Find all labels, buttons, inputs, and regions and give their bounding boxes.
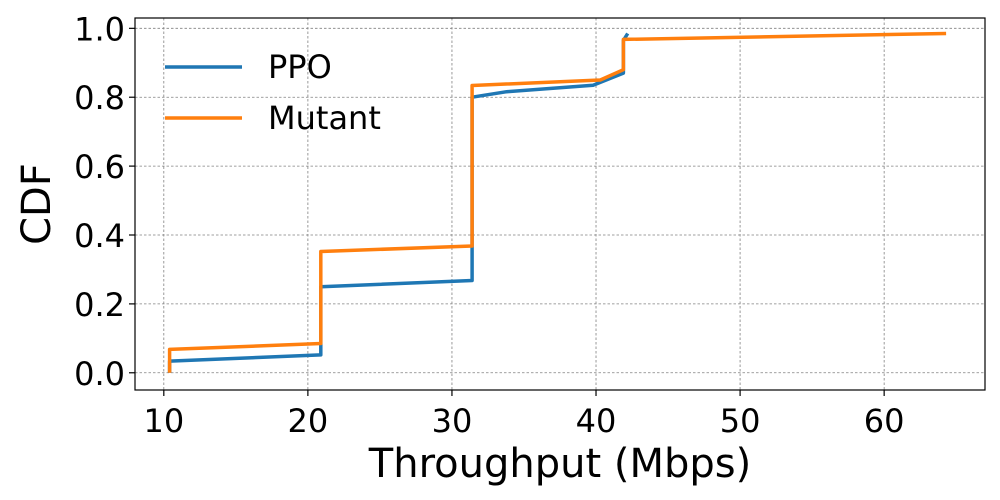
y-axis-title: CDF	[14, 163, 60, 245]
x-tick-label: 20	[288, 402, 329, 440]
series-lines	[167, 31, 947, 373]
x-tick-label: 30	[432, 402, 473, 440]
legend-label-mutant: Mutant	[268, 99, 381, 137]
plot-frame	[134, 17, 986, 391]
series-line-ppo	[167, 32, 630, 373]
x-tick-label: 50	[720, 402, 761, 440]
y-tick-label: 0.8	[74, 79, 125, 117]
x-axis-ticks: 10 20 30 40 50 60	[143, 390, 905, 440]
y-tick-label: 0.6	[74, 148, 125, 186]
grid	[135, 18, 985, 390]
x-tick-label: 60	[864, 402, 905, 440]
y-tick-label: 1.0	[74, 10, 125, 48]
y-tick-label: 0.2	[74, 286, 125, 324]
x-tick-label: 40	[576, 402, 617, 440]
legend-label-ppo: PPO	[268, 48, 332, 86]
series-line-mutant	[167, 31, 947, 373]
x-tick-label: 10	[143, 402, 184, 440]
x-axis-title: Throughput (Mbps)	[368, 441, 751, 487]
y-axis-ticks: 0.0 0.2 0.4 0.6 0.8 1.0	[74, 10, 135, 393]
y-tick-label: 0.4	[74, 217, 125, 255]
y-tick-label: 0.0	[74, 355, 125, 393]
legend: PPO Mutant	[165, 48, 381, 137]
